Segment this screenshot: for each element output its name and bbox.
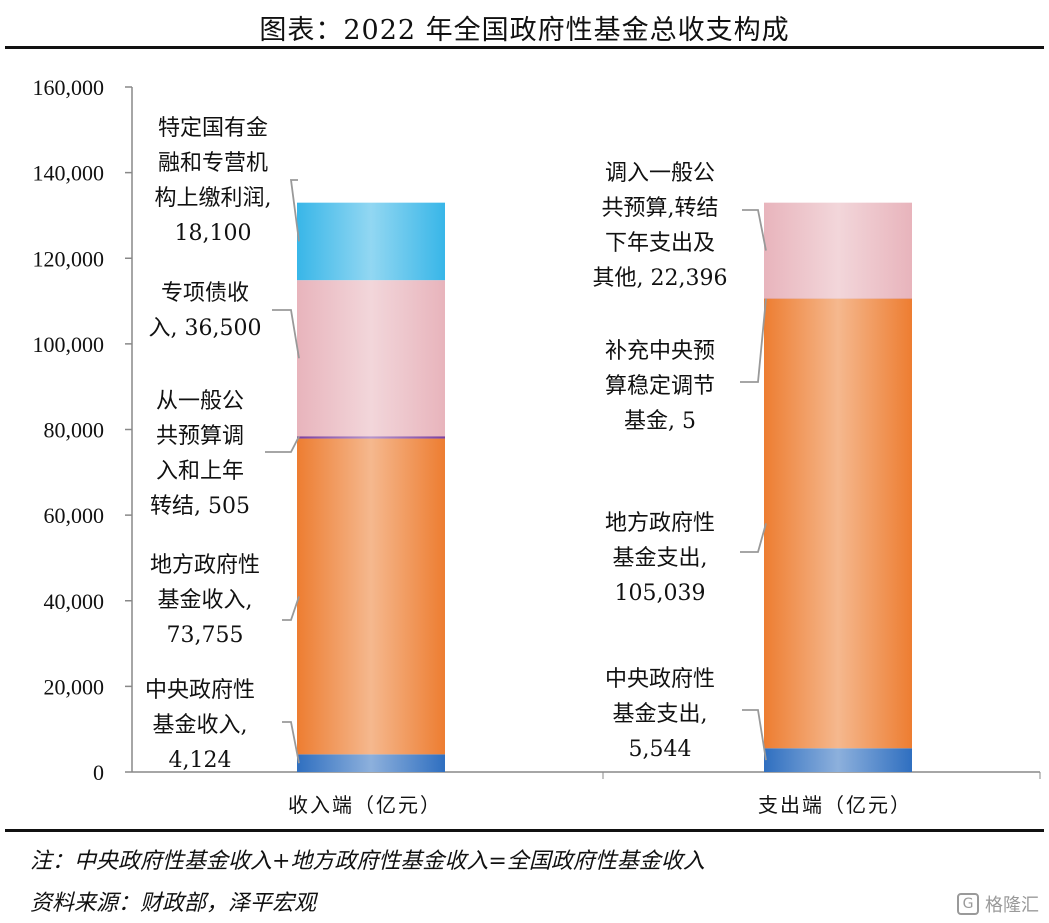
data-label: 调入一般公共预算,转结下年支出及其他, 22,396 [593,161,728,291]
watermark-text: 格隆汇 [985,895,1039,916]
logo-icon: G [957,893,979,915]
bar-segment [297,280,445,437]
x-category-label: 支出端（亿元） [758,793,912,817]
data-label: 中央政府性基金收入, 4,124 [145,678,255,773]
leader-line [742,709,767,761]
leader-line [742,209,767,251]
stacked-bar-chart: 0 20,000 40,000 60,000 80,000 100,000 120,000 1… [33,75,1041,817]
bar-segment [297,754,445,772]
leader-line [265,436,300,453]
chart-title: 图表：2022 年全国政府性基金总收支构成 [259,15,790,46]
bar-segment [297,202,445,281]
x-category-label: 收入端（亿元） [288,793,442,817]
y-tick-label: 20,000 [44,674,105,699]
bar-segment [764,202,912,299]
chart-note: 注：中央政府性基金收入+地方政府性基金收入=全国政府性基金收入 [30,849,705,874]
top-rule [5,46,1044,49]
y-tick-label: 140,000 [33,161,105,186]
y-tick-label: 60,000 [44,503,105,528]
y-tick-label: 0 [93,760,104,785]
data-label: 专项债收入, 36,500 [149,281,262,341]
y-tick-label: 80,000 [44,418,105,443]
leader-line [740,298,767,383]
data-label: 中央政府性基金支出, 5,544 [605,667,715,762]
leader-line [282,721,300,764]
watermark: G 格隆汇 [957,891,1039,917]
y-tick-label: 120,000 [33,246,105,271]
y-tick-label: 160,000 [33,75,105,100]
y-tick-label: 100,000 [33,332,105,357]
leader-line [289,179,300,242]
data-label: 特定国有金融和专营机构上缴利润, 18,100 [155,116,272,246]
leader-line [282,596,300,621]
data-label: 地方政府性基金收入, 73,755 [150,553,260,648]
bottom-rule [5,829,1044,832]
data-label: 补充中央预算稳定调节基金, 5 [605,339,715,434]
bar-segment [764,298,912,749]
y-tick-label: 40,000 [44,589,105,614]
bar-segment [764,748,912,772]
leader-line [740,523,767,553]
bar-segment [297,438,445,755]
data-label: 从一般公共预算调入和上年转结, 505 [150,389,250,519]
source-note: 资料来源：财政部，泽平宏观 [30,891,317,916]
data-label: 地方政府性基金支出, 105,039 [605,511,715,606]
leader-line [272,309,300,359]
